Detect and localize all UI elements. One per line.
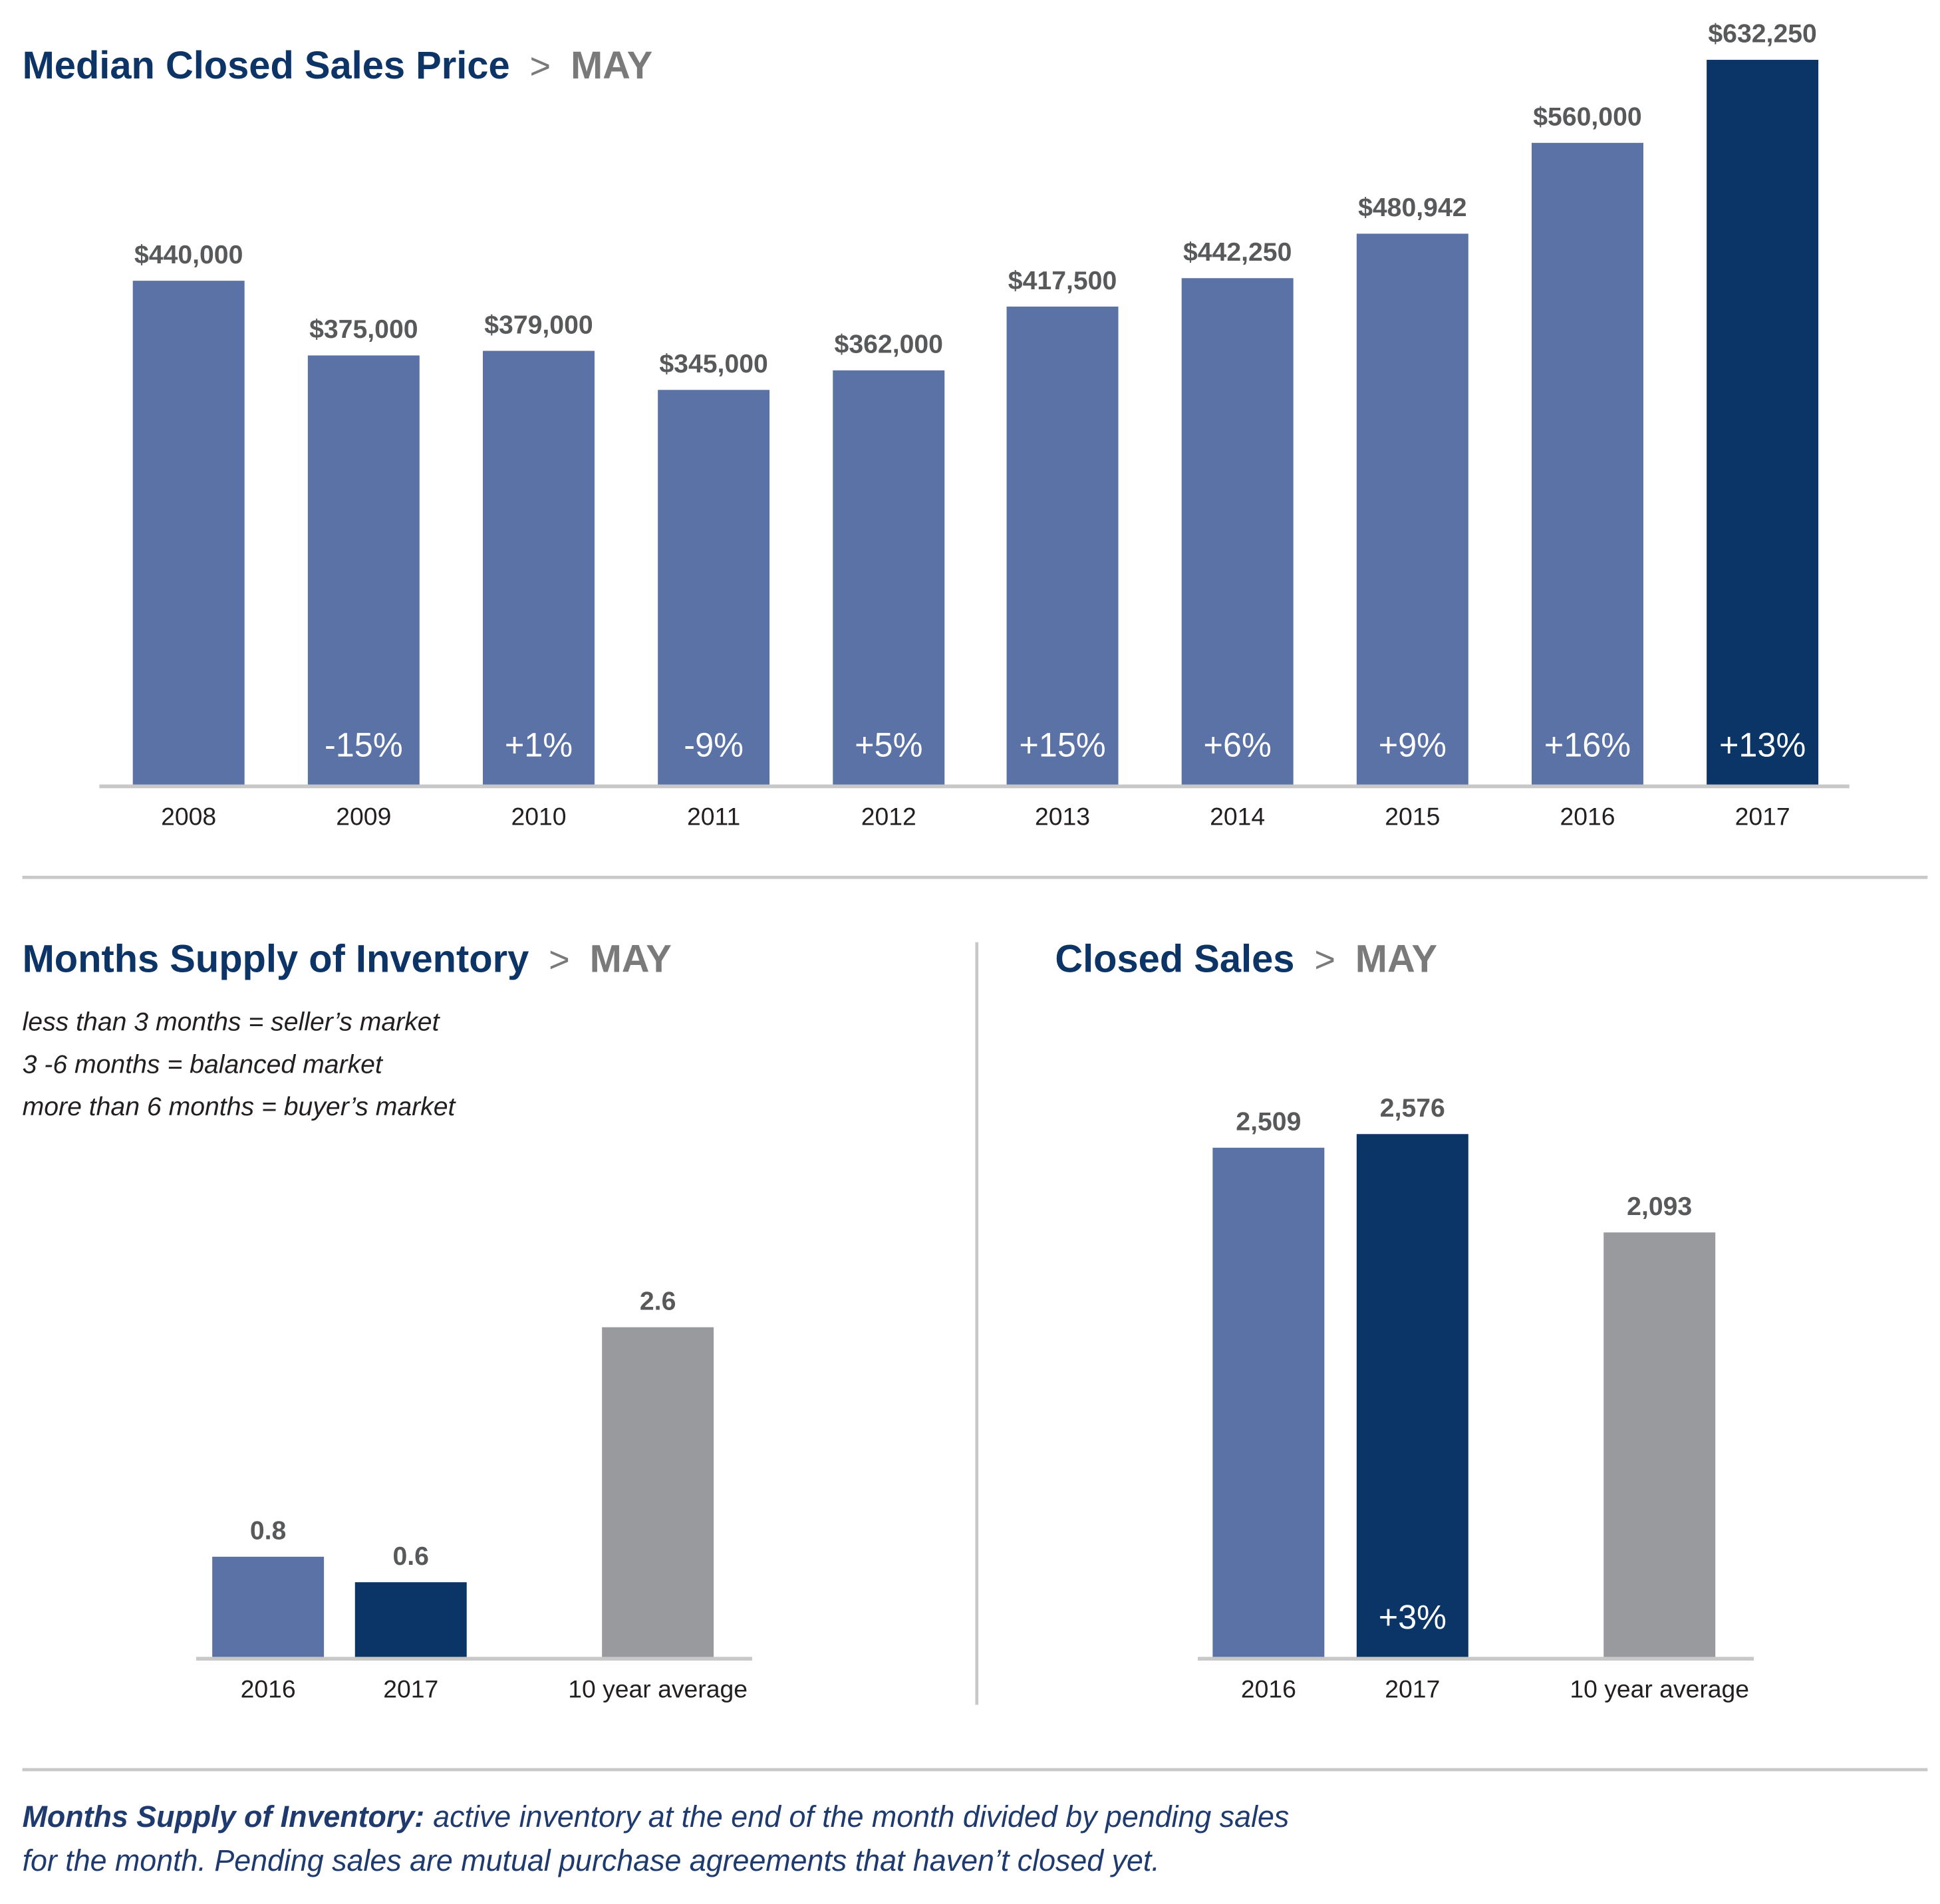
closed-chart-title: Closed Sales > MAY [1055,938,1437,981]
footnote-line-2: for the month. Pending sales are mutual … [23,1843,1160,1877]
price-bar-8 [1356,233,1468,787]
price-bar-chart: $440,000 2008 $375,000 -15% 2009 $379,000 +1% 2… [132,19,1819,831]
closed-bar-chart: 2,509 2016 2,576 +3% 2017 2,093 10 year averag… [1212,1093,1749,1702]
price-tick-label-1: 2008 [161,802,216,830]
closed-value-label-2: 2,576 [1380,1093,1445,1123]
price-value-label-5: $362,000 [835,330,943,359]
closed-bar-1 [1212,1147,1325,1659]
price-tick-label-7: 2014 [1210,802,1265,830]
closed-tick-label-1: 2016 [1241,1675,1296,1702]
price-change-label-6: +15% [1019,726,1105,763]
price-tick-label-9: 2016 [1560,802,1615,830]
price-value-label-9: $560,000 [1533,102,1641,131]
supply-tick-label-3: 10 year average [568,1675,748,1702]
price-value-label-1: $440,000 [134,240,243,269]
price-tick-label-4: 2011 [687,802,740,830]
supply-value-label-1: 0.8 [250,1516,286,1546]
supply-tick-label-1: 2016 [241,1675,296,1702]
legend-balanced-market: 3 -6 months = balanced market [23,1049,384,1079]
price-bar-4 [658,390,770,787]
price-tick-label-2: 2009 [336,802,391,830]
price-value-label-7: $442,250 [1183,237,1292,267]
price-change-label-9: +16% [1544,726,1631,763]
closed-bar-2 [1356,1134,1468,1659]
price-value-label-6: $417,500 [1008,266,1117,295]
price-value-label-10: $632,250 [1708,19,1816,49]
supply-bar-1 [212,1556,325,1659]
price-bar-7 [1181,278,1294,787]
price-change-label-8: +9% [1379,726,1447,763]
price-bar-5 [833,370,945,787]
supply-chart-title: Months Supply of Inventory > MAY [23,938,672,981]
price-change-label-10: +13% [1719,726,1806,763]
price-bar-2 [307,355,420,787]
closed-value-label-3: 2,093 [1627,1192,1692,1221]
price-change-label-3: +1% [505,726,573,763]
price-change-label-2: -15% [325,726,403,763]
footnote-line-1: Months Supply of Inventory: active invent… [23,1800,1290,1834]
price-tick-label-3: 2010 [511,802,566,830]
price-bar-3 [482,350,595,787]
price-bar-1 [132,281,245,787]
price-value-label-4: $345,000 [659,349,767,378]
price-change-label-7: +6% [1204,726,1272,763]
price-bar-9 [1531,142,1643,787]
supply-bar-chart: 0.8 2016 0.6 2017 2.6 10 year average [212,1286,748,1702]
price-chart-title: Median Closed Sales Price > MAY [23,45,653,87]
supply-bar-2 [354,1582,467,1659]
price-tick-label-10: 2017 [1735,802,1790,830]
supply-bar-3 [602,1327,714,1659]
closed-tick-label-3: 10 year average [1570,1675,1749,1702]
price-change-label-5: +5% [855,726,922,763]
price-tick-label-5: 2012 [861,802,916,830]
price-bar-10 [1707,59,1819,787]
closed-tick-label-2: 2017 [1385,1675,1440,1702]
closed-bar-3 [1603,1232,1716,1659]
price-value-label-8: $480,942 [1358,193,1466,222]
price-bar-6 [1006,307,1119,787]
price-value-label-2: $375,000 [309,315,418,344]
supply-value-label-3: 2.6 [640,1286,676,1315]
price-change-label-4: -9% [684,726,744,763]
legend-buyers-market: more than 6 months = buyer’s market [23,1092,457,1121]
closed-value-label-1: 2,509 [1236,1107,1301,1136]
price-tick-label-6: 2013 [1035,802,1090,830]
price-value-label-3: $379,000 [484,310,593,339]
supply-tick-label-2: 2017 [383,1675,438,1702]
legend-sellers-market: less than 3 months = seller’s market [23,1008,441,1037]
closed-change-label-2: +3% [1379,1598,1447,1636]
price-tick-label-8: 2015 [1385,802,1440,830]
supply-value-label-2: 0.6 [392,1542,428,1571]
